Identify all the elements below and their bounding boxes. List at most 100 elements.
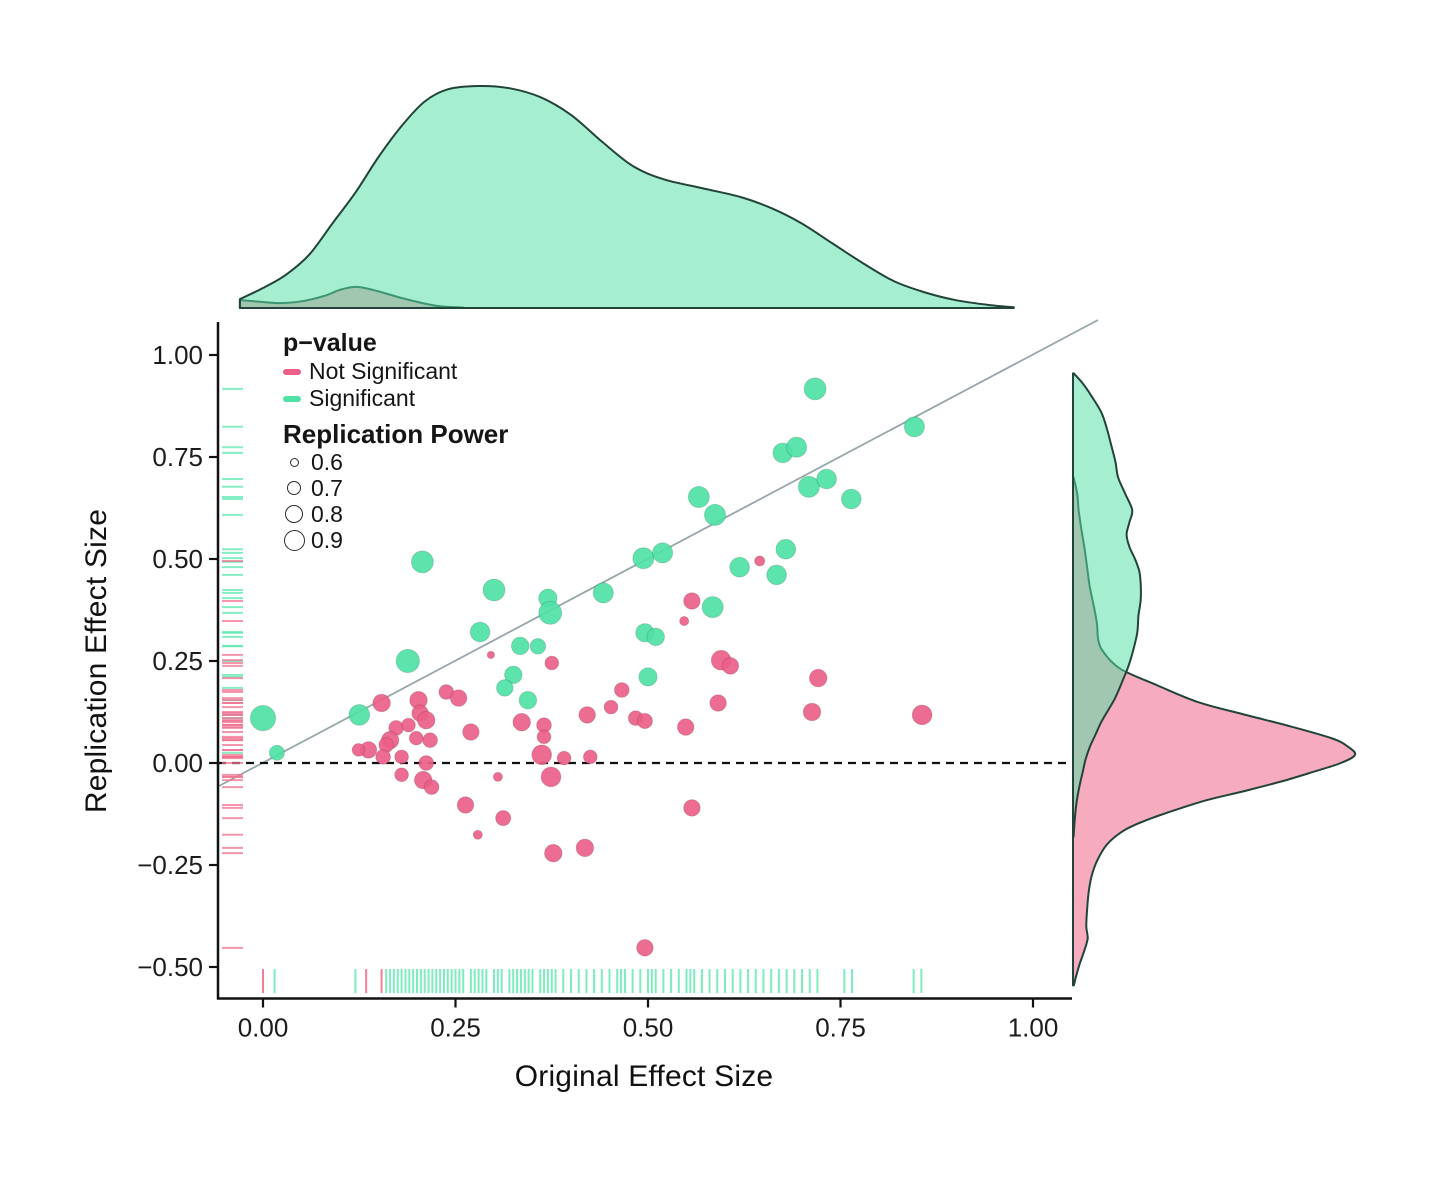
scatter-point: [721, 657, 740, 675]
scatter-point: [495, 810, 512, 827]
x-axis-tick-label: 0.50: [623, 1013, 674, 1043]
power-label: 0.8: [311, 500, 343, 527]
scatter-point: [816, 468, 837, 490]
scatter-point: [729, 556, 750, 578]
scatter-point: [592, 582, 614, 604]
scatter-point: [423, 779, 440, 795]
scatter-point: [456, 796, 475, 814]
scatter-point: [797, 475, 821, 498]
power-label: 0.6: [311, 448, 343, 475]
scatter-point: [449, 689, 468, 707]
y-axis-tick-label: −0.25: [137, 850, 203, 880]
scatter-point: [840, 488, 862, 510]
scatter-point: [754, 555, 766, 567]
legend-power-item: 0.8: [283, 501, 508, 527]
legend-power-item: 0.6: [283, 449, 508, 475]
scatter-point: [531, 744, 553, 766]
legend-power-title: Replication Power: [283, 419, 509, 449]
scatter-point: [482, 578, 506, 602]
scatter-point: [636, 939, 654, 957]
scatter-point: [676, 718, 695, 736]
scatter-point: [348, 704, 371, 726]
x-axis-tick-label: 0.75: [815, 1013, 866, 1043]
scatter-point: [701, 596, 724, 619]
power-label: 0.9: [311, 526, 343, 553]
x-axis-tick-label: 0.25: [430, 1013, 481, 1043]
legend-power-item: 0.9: [283, 527, 508, 553]
legend-item-significant: Significant: [283, 385, 508, 412]
scatter-point: [683, 592, 701, 610]
scatter-point: [786, 436, 808, 458]
scatter-point: [903, 416, 926, 438]
scatter-point: [683, 799, 701, 817]
scatter-point: [652, 542, 674, 564]
scatter-point: [472, 829, 483, 840]
scatter-point: [492, 771, 503, 783]
legend-item-label: Not Significant: [309, 358, 458, 384]
scatter-point: [802, 702, 822, 722]
scatter-point: [462, 723, 480, 741]
scatter-point: [422, 732, 439, 749]
y-axis-tick-label: 1.00: [152, 340, 203, 370]
scatter-point: [538, 600, 563, 625]
scatter-point: [540, 766, 562, 788]
scatter-point: [249, 704, 277, 732]
right-density-significant: [1072, 372, 1142, 838]
scatter-point: [401, 717, 416, 733]
scatter-point: [575, 838, 595, 858]
scatter-point: [679, 615, 690, 627]
significant-marker-icon: [283, 395, 301, 402]
top-density-significant: [238, 84, 1015, 309]
scatter-point: [394, 767, 410, 783]
scatter-point: [638, 667, 658, 687]
power-0.6-circle-icon: [289, 457, 299, 467]
scatter-point: [496, 679, 514, 697]
scatter-point: [632, 547, 655, 570]
scatter-point: [510, 636, 530, 656]
scatter-point: [775, 538, 797, 560]
scatter-point: [766, 564, 787, 586]
scatter-point: [395, 648, 420, 674]
y-axis-tick-label: 0.25: [152, 646, 203, 676]
power-label: 0.7: [311, 474, 343, 501]
scatter-point: [646, 627, 666, 647]
scatter-point: [375, 749, 392, 765]
power-0.7-circle-icon: [287, 481, 301, 495]
x-axis-title: Original Effect Size: [514, 1060, 774, 1093]
scatter-point: [544, 655, 560, 671]
scatter-point: [529, 638, 547, 655]
legend-power-item: 0.7: [283, 475, 508, 501]
scatter-point: [268, 744, 285, 761]
legend-item-not-significant: Not Significant: [283, 358, 508, 385]
scatter-point: [709, 694, 727, 712]
y-axis-tick-label: 0.75: [152, 442, 203, 472]
scatter-point: [911, 704, 933, 726]
y-axis-title: Replication Effect Size: [80, 508, 113, 814]
x-axis-tick-label: 1.00: [1008, 1013, 1059, 1043]
scatter-point: [512, 712, 532, 732]
scatter-point: [703, 503, 727, 527]
scatter-point: [544, 843, 563, 863]
power-0.9-circle-icon: [283, 529, 305, 551]
y-axis-tick-label: 0.00: [152, 748, 203, 778]
scatter-point: [504, 665, 523, 685]
scatter-point: [636, 712, 654, 730]
legend-item-label: Significant: [309, 385, 416, 411]
scatter-point: [536, 729, 552, 745]
scatter-point: [556, 750, 572, 766]
scatter-point: [418, 755, 435, 771]
scatter-point: [578, 706, 597, 724]
scatter-point: [351, 743, 366, 757]
scatter-point: [582, 749, 598, 765]
scatter-point: [687, 485, 710, 509]
scatter-point: [808, 668, 828, 688]
scatter-point: [372, 693, 391, 713]
scatter-point: [803, 377, 827, 401]
scatter-point: [394, 749, 410, 765]
legend-pvalue-title: p−value: [283, 329, 377, 357]
x-axis-tick-label: 0.00: [238, 1013, 289, 1043]
scatter-point: [518, 690, 538, 710]
scatter-point: [408, 730, 424, 746]
